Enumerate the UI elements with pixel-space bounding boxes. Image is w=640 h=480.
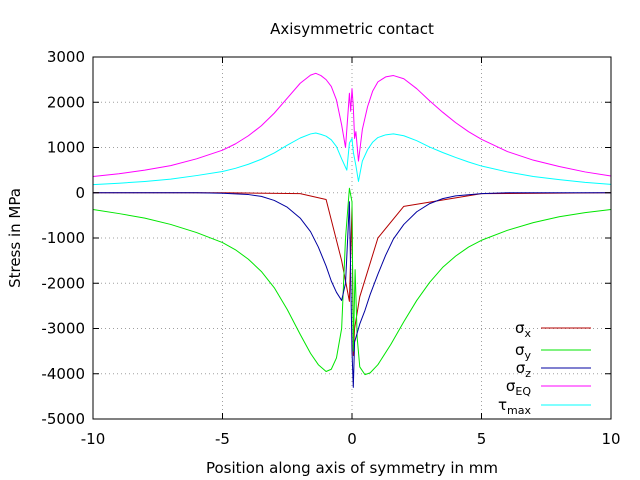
y-tick-label: 1000: [47, 139, 85, 157]
x-tick-label: 10: [601, 430, 620, 448]
series-lines: [92, 72, 612, 388]
x-tick-label: 5: [477, 430, 487, 448]
y-axis-title: Stress in MPa: [6, 188, 24, 288]
series-line: [92, 132, 612, 186]
y-tick-label: -3000: [41, 320, 85, 338]
legend-label: σx: [515, 319, 532, 340]
y-tick-label: -1000: [41, 229, 85, 247]
x-tick-label: -5: [215, 430, 230, 448]
series-line: [92, 187, 612, 376]
y-tick-label: 3000: [47, 48, 85, 66]
series-line: [93, 192, 611, 388]
y-tick-label: -5000: [41, 410, 85, 428]
x-tick-label: 0: [347, 430, 357, 448]
series-line: [92, 72, 612, 177]
y-tick-label: -2000: [41, 274, 85, 292]
x-axis-title: Position along axis of symmetry in mm: [206, 459, 498, 477]
chart-title: Axisymmetric contact: [270, 20, 434, 38]
axis-ticks: -10 -5 0 5 10 -5000 -4000 -3000 -2000 -1000 0 1000 2…: [41, 48, 620, 448]
legend-label: τmax: [498, 396, 531, 417]
y-tick-label: 0: [75, 184, 85, 202]
x-tick-label: -10: [81, 430, 106, 448]
legend-label: σy: [515, 341, 532, 362]
legend-label: σEQ: [506, 377, 531, 398]
y-tick-label: -4000: [41, 365, 85, 383]
legend-label: σz: [516, 359, 532, 380]
y-tick-label: 2000: [47, 93, 85, 111]
